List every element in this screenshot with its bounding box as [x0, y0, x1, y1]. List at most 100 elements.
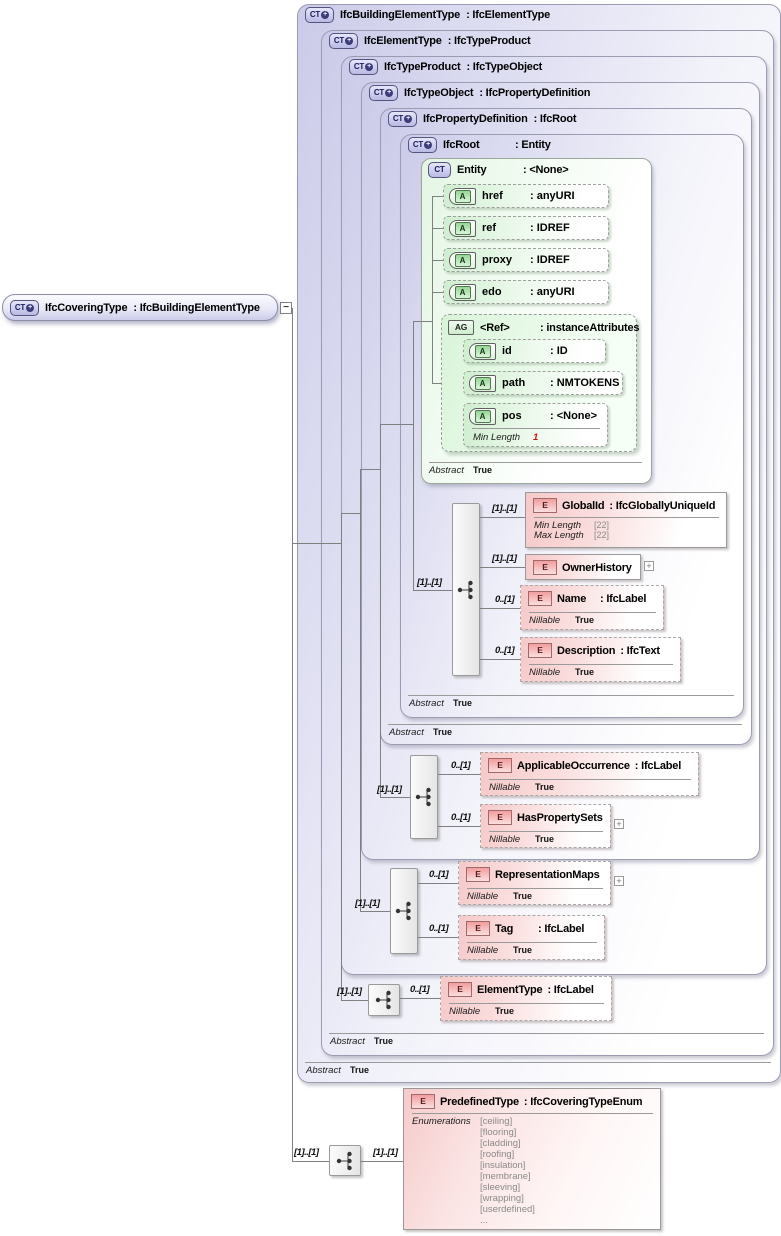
attribute-group-icon: AG [448, 320, 474, 335]
connector-line [418, 937, 458, 938]
facet-divider [529, 664, 673, 665]
facet-divider [467, 888, 603, 889]
connector-line [360, 469, 361, 911]
expand-icon[interactable]: + [424, 141, 433, 149]
connector-line [360, 469, 380, 470]
attribute-icon: A [469, 407, 496, 425]
cardinality-ownerhistory: [1]..[1] [492, 553, 517, 564]
nillable-facet: Nillable True [467, 891, 533, 902]
complextype-icon: CT + [369, 85, 398, 101]
connector-line [432, 383, 441, 384]
expand-icon[interactable]: + [365, 63, 374, 71]
facet-divider [412, 1113, 653, 1114]
type-header-ifctypeproduct: CT + IfcTypeProduct: IfcTypeObject [349, 59, 542, 75]
expand-icon[interactable]: + [614, 876, 624, 886]
root-type-box-ifccoveringtype [2, 294, 278, 321]
element-ownerhistory: E OwnerHistory [525, 554, 641, 580]
expand-icon[interactable]: + [644, 561, 654, 571]
connector-line [432, 196, 433, 383]
element-globalid: E GlobalId: IfcGloballyUniqueId Min Leng… [525, 492, 727, 548]
sequence-connector-predefinedtype [329, 1145, 361, 1176]
attribute-ref: A ref: IDREF [443, 216, 609, 240]
complextype-icon: CT + [10, 300, 39, 316]
cardinality-elementtype: 0..[1] [410, 984, 430, 995]
expand-icon[interactable]: + [345, 37, 354, 45]
element-icon: E [466, 921, 490, 936]
element-icon: E [448, 982, 472, 997]
attribute-icon: A [449, 283, 476, 301]
type-header-ifcelementtype: CT + IfcElementType: IfcTypeProduct [329, 33, 531, 49]
attribute-href: A href: anyURI [443, 184, 609, 208]
attribute-pos: A pos: <None> Min Length 1 [463, 403, 608, 447]
sequence-icon [395, 901, 411, 921]
attribute-proxy: A proxy: IDREF [443, 248, 609, 272]
connector-line [432, 196, 443, 197]
element-applicableoccurrence: E ApplicableOccurrence: IfcLabel Nillabl… [480, 752, 699, 796]
connector-line [360, 911, 390, 912]
attribute-icon: A [469, 342, 496, 360]
sequence-icon [457, 580, 473, 599]
connector-line [292, 1161, 329, 1162]
cardinality-description: 0..[1] [495, 645, 515, 656]
connector-line [480, 659, 520, 660]
attribute-id: A id: ID [463, 339, 606, 363]
element-tag: E Tag: IfcLabel Nillable True [458, 915, 605, 960]
element-icon: E [528, 643, 552, 658]
connector-line [341, 513, 342, 1000]
connector-line [380, 797, 410, 798]
connector-line [361, 1161, 403, 1162]
connector-line [418, 883, 458, 884]
enumeration-values: [ceiling] [flooring] [cladding] [roofing… [480, 1116, 535, 1226]
cardinality-seq-ifcelementtype: [1]..[1] [337, 986, 362, 997]
connector-line [341, 1000, 368, 1001]
abstract-facet-entity: Abstract True [429, 465, 493, 476]
attribute-icon: A [449, 219, 476, 237]
cardinality-seq-ifctypeobject: [1]..[1] [377, 784, 402, 795]
type-header-ifctypeobject: CT + IfcTypeObject: IfcPropertyDefinition [369, 85, 590, 101]
facet-divider [408, 695, 734, 696]
element-predefinedtype: E PredefinedType: IfcCoveringTypeEnum En… [403, 1088, 661, 1230]
sequence-icon [375, 990, 391, 1010]
attribute-path: A path: NMTOKENS [463, 371, 623, 395]
sequence-connector-ifcroot [452, 503, 480, 676]
facet-divider [489, 831, 603, 832]
sequence-icon [336, 1151, 352, 1170]
cardinality-tag: 0..[1] [429, 923, 449, 934]
expand-icon[interactable]: + [26, 304, 35, 312]
cardinality-haspropertysets: 0..[1] [451, 812, 471, 823]
expand-icon[interactable]: + [321, 11, 330, 19]
element-icon: E [533, 560, 557, 575]
min-length-facet: Min Length [22] [534, 520, 610, 531]
connector-line [341, 513, 360, 514]
facet-divider [534, 517, 719, 518]
cardinality-seq-predefined-left: [1]..[1] [294, 1147, 319, 1158]
facet-divider [472, 428, 600, 429]
facet-divider [429, 462, 642, 463]
facet-divider [329, 1033, 764, 1034]
connector-line [480, 517, 525, 518]
element-representationmaps: E RepresentationMaps Nillable True [458, 861, 611, 905]
expand-icon[interactable]: + [404, 115, 413, 123]
attribute-icon: A [449, 251, 476, 269]
element-icon: E [488, 810, 512, 825]
abstract-facet-ifcroot: Abstract True [409, 698, 473, 709]
facet-divider [489, 779, 691, 780]
cardinality-globalid: [1]..[1] [492, 503, 517, 514]
connector-line [380, 424, 413, 425]
connector-line [432, 292, 443, 293]
connector-line [413, 321, 414, 590]
complextype-icon: CT + [388, 111, 417, 127]
connector-line [292, 543, 341, 544]
min-length-facet: Min Length 1 [473, 432, 539, 443]
attribute-icon: A [449, 187, 476, 205]
expand-icon[interactable]: + [614, 819, 624, 829]
connector-line [480, 567, 525, 568]
element-icon: E [533, 498, 557, 513]
complextype-icon: CT + [305, 7, 334, 23]
sequence-icon [415, 787, 431, 807]
abstract-facet-ifcbuildingelementtype: Abstract True [306, 1065, 370, 1076]
expand-icon[interactable]: + [385, 89, 394, 97]
collapse-icon[interactable]: − [280, 302, 292, 314]
abstract-facet-ifcpropertydefinition: Abstract True [389, 727, 453, 738]
